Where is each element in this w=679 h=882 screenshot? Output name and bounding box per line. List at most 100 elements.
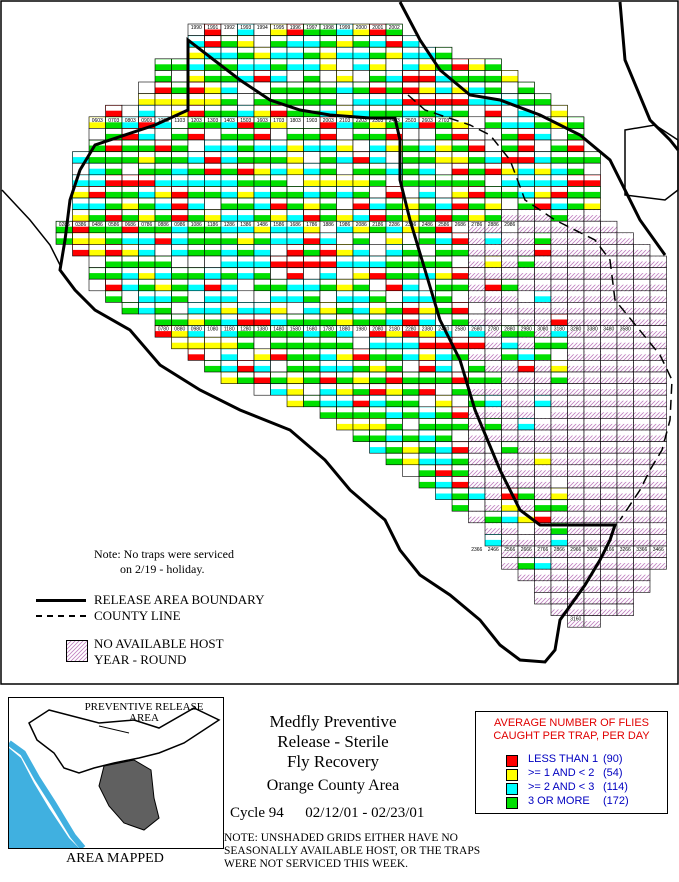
grid-cell-label-band [568, 268, 584, 274]
grid-cell-label-band [370, 70, 386, 76]
grid-cell-label-band [419, 59, 435, 65]
grid-cell-label-band [155, 128, 171, 134]
grid-cell-label-band [452, 453, 468, 459]
grid-cell-label-band [584, 546, 600, 552]
grid-cell-label-band [568, 569, 584, 575]
grid-cell-label: 0986 [174, 222, 185, 228]
grid-cell-label: 3380 [587, 327, 598, 333]
grid-cell-label-band [535, 476, 551, 482]
grid-cell-label-band [535, 337, 551, 343]
grid-cell-label: 2080 [372, 327, 383, 333]
grid-cell-label-band [452, 418, 468, 424]
grid-cell-label-band [320, 47, 336, 53]
grid-cell-label-band [254, 372, 270, 378]
grid-cell-label-band [254, 36, 270, 42]
grid-cell-label: 0880 [174, 327, 185, 333]
grid-cell-label-band [304, 82, 320, 88]
grid-cell-label-band [205, 140, 221, 146]
grid-cell-label-band [518, 442, 534, 448]
grid-cell-label-band [650, 488, 666, 494]
grid-cell-label: 3066 [587, 547, 598, 553]
grid-cell-label-band [386, 47, 402, 53]
grid-cell-label-band [535, 210, 551, 216]
grid-cell-label-band [155, 175, 171, 181]
grid-cell-label-band [106, 233, 122, 239]
grid-cell-label-band [535, 500, 551, 506]
grid-cell-label: 2466 [488, 547, 499, 553]
grid-cell-label-band [287, 244, 303, 250]
grid-cell-label-band [271, 349, 287, 355]
grid-cell-label-band [89, 268, 105, 274]
grid-cell-label-band [502, 453, 518, 459]
grid-cell-label-band [551, 453, 567, 459]
grid-cell-label-band [304, 24, 320, 30]
grid-cell-label-band [304, 349, 320, 355]
county-legend-label: COUNTY LINE [94, 608, 181, 623]
grid-cell-label-band [172, 152, 188, 158]
grid-cell-label-band [485, 82, 501, 88]
grid-cell-label-band [287, 24, 303, 30]
grid-cell-label-band [535, 569, 551, 575]
grid-cell-label-band [403, 430, 419, 436]
grid-cell-label-band [370, 279, 386, 285]
grid-cell-label-band [601, 488, 617, 494]
grid-cell-label-band [452, 372, 468, 378]
grid-cell-label-band [370, 140, 386, 146]
grid-cell-label-band [106, 163, 122, 169]
grid-cell-label-band [106, 198, 122, 204]
grid-cell-label-band [155, 94, 171, 100]
grid-cell-label-band [419, 198, 435, 204]
grid-cell-label: 1486 [257, 222, 268, 228]
grid-cell-label-band [436, 488, 452, 494]
grid-cell-label-band [304, 221, 320, 227]
grid-cell-label-band [436, 407, 452, 413]
grid-cell-label-band [122, 279, 138, 285]
grid-cell-label: 1580 [290, 327, 301, 333]
grid-cell-label-band [584, 279, 600, 285]
grid-cell-label-band [617, 430, 633, 436]
grid-cell [616, 603, 634, 616]
grid-cell-label-band [403, 210, 419, 216]
grid-cell-label-band [452, 465, 468, 471]
grid-cell-label-band [221, 128, 237, 134]
grid-cell-label-band [238, 152, 254, 158]
grid-cell-label-band [172, 117, 188, 123]
grid-cell-label: 3366 [636, 547, 647, 553]
grid-cell-label-band [601, 349, 617, 355]
grid-cell-label-band [370, 47, 386, 53]
grid-cell-label-band [155, 256, 171, 262]
grid-cell-label-band [155, 59, 171, 65]
grid-cell-label-band [386, 256, 402, 262]
grid-cell-label-band [502, 407, 518, 413]
grid-cell-label-band [568, 511, 584, 517]
grid-cell-label-band [172, 70, 188, 76]
grid-cell-label-band [337, 326, 353, 332]
grid-cell-label-band [287, 36, 303, 42]
grid-cell-label-band [89, 152, 105, 158]
grid-cell-label-band [650, 256, 666, 262]
grid-cell-label-band [436, 314, 452, 320]
grid-cell-label-band [551, 604, 567, 610]
grid-cell-label-band [337, 47, 353, 53]
grid-cell-label-band [568, 534, 584, 540]
grid-cell-label-band [370, 221, 386, 227]
grid-cell-label-band [568, 581, 584, 587]
grid-cell-label-band [535, 117, 551, 123]
grid-cell-label: 0803 [125, 118, 136, 124]
grid-cell-label: 3180 [554, 327, 565, 333]
grid-cell-label-band [73, 244, 89, 250]
grid-cell-label: 1995 [273, 25, 284, 31]
grid-cell-label-band [254, 163, 270, 169]
grid-cell-label-band [617, 418, 633, 424]
grid-cell-label-band [304, 163, 320, 169]
grid-cell-label-band [403, 244, 419, 250]
grid-cell-label-band [650, 314, 666, 320]
grid-cell-label-band [469, 407, 485, 413]
grid-cell-label-band [617, 360, 633, 366]
grid-cell-label-band [122, 140, 138, 146]
grid-cell-label: 1990 [191, 25, 202, 31]
grid-cell-label-band [337, 82, 353, 88]
grid-cell-label-band [139, 105, 155, 111]
grid-cell-label-band [601, 418, 617, 424]
grid-cell-label-band [56, 221, 72, 227]
